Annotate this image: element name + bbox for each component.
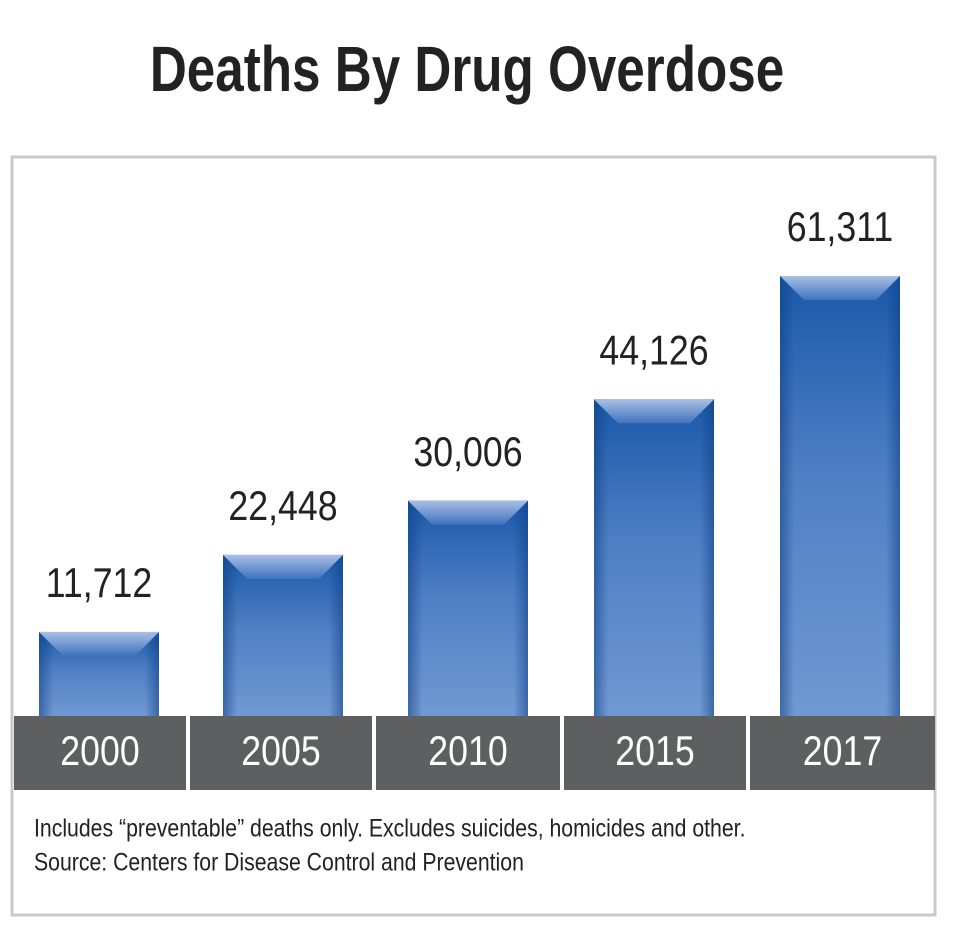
category-cell — [750, 716, 935, 790]
note: Includes “preventable” deaths only. Excl… — [34, 814, 745, 842]
x-tick-label: 2015 — [615, 728, 694, 774]
bar-bevel — [780, 276, 900, 300]
bar-shade — [223, 554, 343, 716]
x-tick-label: 2005 — [241, 728, 320, 774]
bar-bevel — [594, 399, 714, 424]
source: Source: Centers for Disease Control and … — [34, 848, 524, 876]
chart-title: Deaths By Drug Overdose — [150, 35, 784, 106]
value-label: 11,712 — [46, 560, 153, 606]
category-cell — [376, 716, 560, 790]
x-tick-label: 2010 — [428, 728, 507, 774]
bar-bevel — [408, 500, 528, 525]
bar-shade — [408, 500, 528, 716]
value-label: 22,448 — [228, 483, 337, 529]
bar-shade — [594, 399, 714, 716]
category-cell — [564, 716, 746, 790]
bar-bevel — [39, 631, 159, 656]
value-label: 30,006 — [413, 429, 522, 475]
category-cell — [14, 716, 186, 790]
x-tick-label: 2000 — [60, 728, 139, 774]
bar-shade — [780, 276, 900, 716]
bar-bevel — [223, 554, 343, 579]
x-tick-label: 2017 — [803, 728, 882, 774]
value-label: 44,126 — [599, 328, 708, 374]
value-label: 61,311 — [787, 204, 894, 250]
category-cell — [190, 716, 372, 790]
